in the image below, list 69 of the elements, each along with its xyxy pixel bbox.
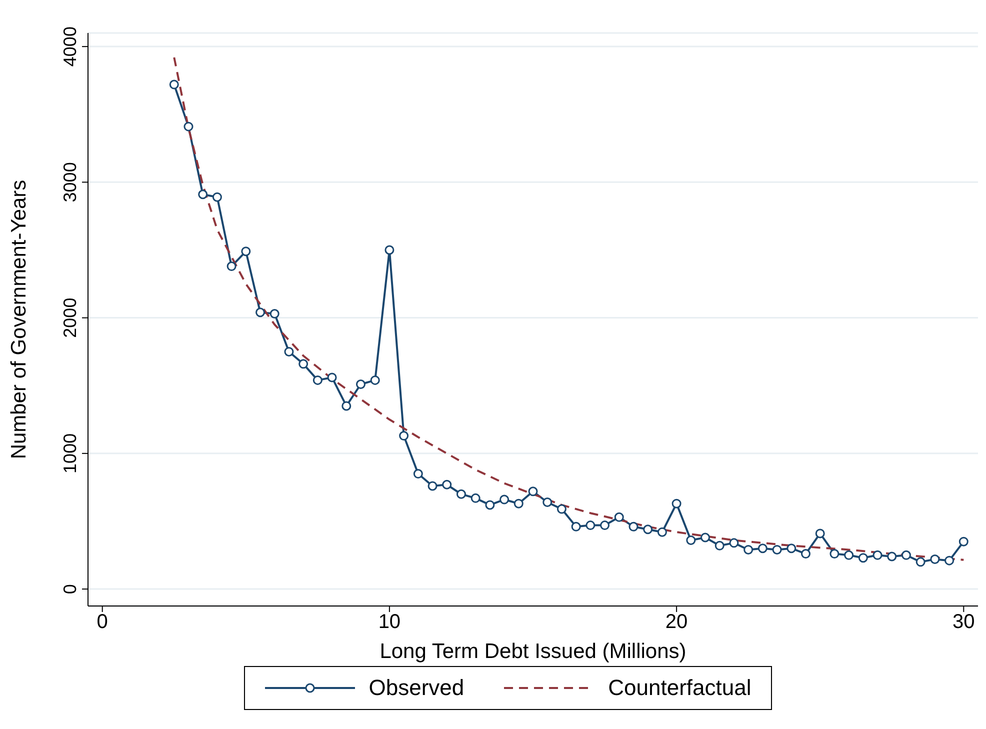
y-tick-label: 3000 (60, 162, 80, 202)
point (556, 504, 566, 514)
point (786, 544, 796, 554)
point (184, 122, 194, 132)
point (800, 549, 810, 559)
x-tick-label: 0 (96, 611, 108, 634)
point (614, 512, 624, 522)
point (226, 262, 236, 272)
point (628, 522, 638, 532)
point (901, 550, 911, 560)
point (858, 553, 868, 563)
point (758, 544, 768, 554)
point (485, 500, 495, 510)
y-tick-label: 2000 (60, 298, 80, 338)
point (643, 524, 653, 534)
point (356, 380, 366, 390)
x-tick-label: 10 (378, 611, 401, 634)
point (256, 308, 266, 318)
legend-label: Observed (368, 675, 464, 701)
point (298, 359, 308, 369)
point (571, 522, 581, 532)
point (686, 535, 696, 545)
point (772, 544, 782, 554)
x-tick-label: 20 (665, 611, 688, 634)
point (586, 520, 596, 530)
point (312, 375, 322, 385)
point (528, 486, 538, 496)
point (815, 528, 825, 538)
point (284, 346, 294, 356)
point (830, 549, 840, 559)
point (413, 469, 423, 479)
point (672, 498, 682, 508)
point (542, 498, 552, 507)
point (500, 494, 510, 504)
point (916, 557, 926, 567)
point (270, 308, 280, 318)
x-tick-label: 30 (952, 611, 975, 634)
y-tick-label: 1000 (60, 433, 80, 474)
point (887, 552, 897, 562)
point (198, 190, 208, 200)
point (442, 480, 452, 490)
point (744, 544, 754, 554)
point (729, 538, 739, 548)
point (212, 192, 222, 202)
point (844, 550, 854, 560)
point (958, 536, 968, 546)
x-axis-title: Long Term Debt Issued (Millions) (380, 640, 686, 663)
y-tick-label: 0 (60, 584, 80, 594)
point (930, 554, 940, 564)
point (470, 493, 480, 503)
point (944, 556, 954, 566)
point (657, 527, 667, 537)
point (514, 498, 524, 508)
point (700, 532, 710, 542)
point (399, 431, 409, 441)
y-tick-label: 4000 (60, 26, 80, 67)
point (600, 520, 610, 530)
point (241, 246, 251, 256)
point (342, 401, 352, 411)
point (456, 489, 466, 499)
point (428, 481, 438, 491)
point (384, 245, 394, 255)
legend-label: Counterfactual (608, 675, 752, 701)
point (872, 550, 882, 560)
point (169, 80, 179, 90)
point (370, 375, 380, 385)
y-axis-title: Number of Government-Years (7, 180, 30, 460)
point (714, 540, 724, 550)
point (327, 372, 337, 382)
